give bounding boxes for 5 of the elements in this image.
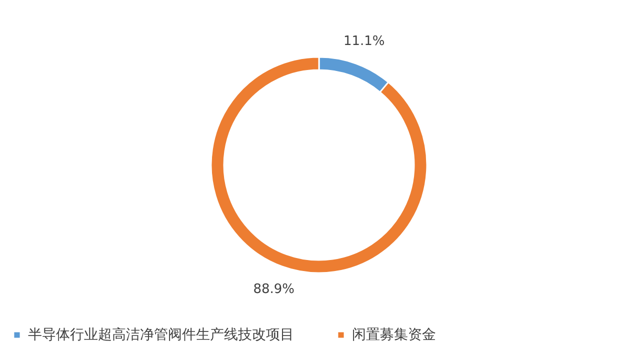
- legend-label: 闲置募集资金: [352, 327, 436, 343]
- data-label: 88.9%: [253, 282, 295, 298]
- donut-slice: [210, 56, 428, 274]
- legend-label: 半导体行业超高洁净管阀件生产线技改项目: [28, 327, 294, 343]
- data-label: 11.1%: [343, 34, 385, 49]
